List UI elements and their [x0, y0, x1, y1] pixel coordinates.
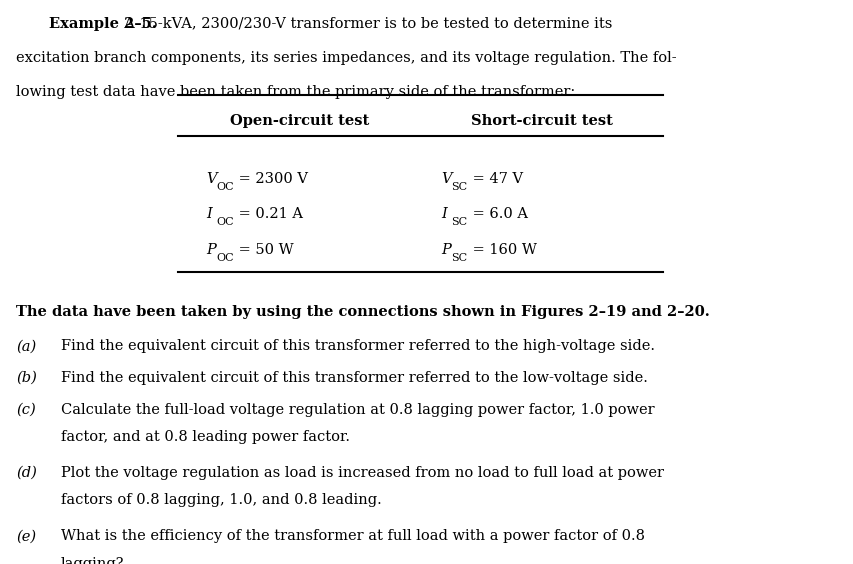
Text: (c): (c)	[16, 403, 36, 417]
Text: factor, and at 0.8 leading power factor.: factor, and at 0.8 leading power factor.	[61, 430, 349, 444]
Text: Example 2–5.: Example 2–5.	[49, 16, 156, 30]
Text: = 2300 V: = 2300 V	[234, 172, 307, 186]
Text: = 6.0 A: = 6.0 A	[467, 207, 528, 221]
Text: factors of 0.8 lagging, 1.0, and 0.8 leading.: factors of 0.8 lagging, 1.0, and 0.8 lea…	[61, 494, 381, 508]
Text: What is the efficiency of the transformer at full load with a power factor of 0.: What is the efficiency of the transforme…	[61, 530, 644, 544]
Text: A 15-kVA, 2300/230-V transformer is to be tested to determine its: A 15-kVA, 2300/230-V transformer is to b…	[114, 16, 612, 30]
Text: OC: OC	[217, 253, 234, 263]
Text: P: P	[206, 243, 216, 257]
Text: (b): (b)	[16, 371, 37, 385]
Text: Short-circuit test: Short-circuit test	[471, 113, 612, 127]
Text: (a): (a)	[16, 339, 37, 353]
Text: = 50 W: = 50 W	[234, 243, 293, 257]
Text: (d): (d)	[16, 466, 37, 480]
Text: P: P	[440, 243, 450, 257]
Text: SC: SC	[451, 217, 467, 227]
Text: excitation branch components, its series impedances, and its voltage regulation.: excitation branch components, its series…	[16, 51, 676, 65]
Text: SC: SC	[451, 182, 467, 192]
Text: I: I	[206, 207, 212, 221]
Text: (e): (e)	[16, 530, 37, 544]
Text: Find the equivalent circuit of this transformer referred to the high-voltage sid: Find the equivalent circuit of this tran…	[61, 339, 654, 353]
Text: = 47 V: = 47 V	[467, 172, 523, 186]
Text: Find the equivalent circuit of this transformer referred to the low-voltage side: Find the equivalent circuit of this tran…	[61, 371, 647, 385]
Text: Open-circuit test: Open-circuit test	[229, 113, 368, 127]
Text: V: V	[206, 172, 217, 186]
Text: SC: SC	[451, 253, 467, 263]
Text: Plot the voltage regulation as load is increased from no load to full load at po: Plot the voltage regulation as load is i…	[61, 466, 663, 480]
Text: The data have been taken by using the connections shown in Figures 2–19 and 2–20: The data have been taken by using the co…	[16, 305, 709, 319]
Text: I: I	[440, 207, 446, 221]
Text: Calculate the full-load voltage regulation at 0.8 lagging power factor, 1.0 powe: Calculate the full-load voltage regulati…	[61, 403, 653, 417]
Text: OC: OC	[217, 182, 234, 192]
Text: OC: OC	[217, 217, 234, 227]
Text: lagging?: lagging?	[61, 557, 124, 564]
Text: = 0.21 A: = 0.21 A	[234, 207, 303, 221]
Text: = 160 W: = 160 W	[467, 243, 537, 257]
Text: lowing test data have been taken from the primary side of the transformer:: lowing test data have been taken from th…	[16, 85, 575, 99]
Text: V: V	[440, 172, 451, 186]
